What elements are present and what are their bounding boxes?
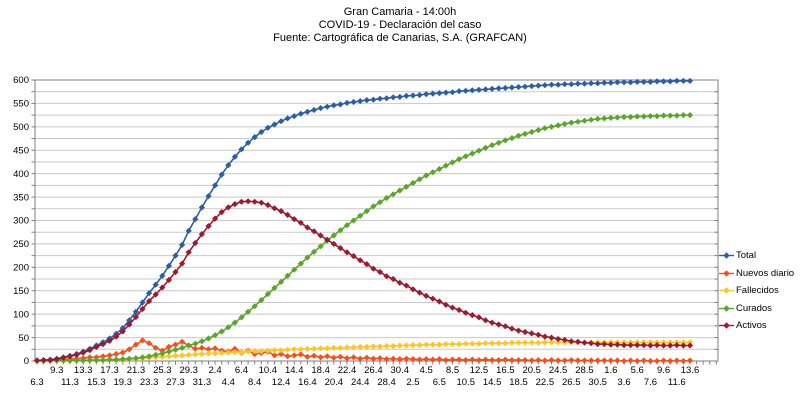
x-tick-label-bottom: 20.4 bbox=[325, 377, 344, 388]
legend-marker-icon bbox=[719, 305, 734, 312]
x-tick-label-bottom: 28.4 bbox=[377, 377, 396, 388]
x-tick-label-bottom: 12.4 bbox=[272, 377, 291, 388]
x-tick-label-bottom: 30.5 bbox=[588, 377, 607, 388]
x-tick-label-top: 8.5 bbox=[446, 365, 459, 376]
x-tick-label-bottom: 2.5 bbox=[406, 377, 419, 388]
legend-marker-icon bbox=[719, 252, 734, 259]
legend-label: Activos bbox=[736, 320, 767, 332]
legend-label: Total bbox=[736, 250, 757, 262]
x-tick-label-bottom: 4.4 bbox=[222, 377, 235, 388]
x-tick-label-top: 2.4 bbox=[208, 365, 221, 376]
x-tick-label-top: 18.4 bbox=[311, 365, 330, 376]
x-tick-label-bottom: 22.5 bbox=[536, 377, 555, 388]
legend-item-total: Total bbox=[719, 247, 794, 265]
x-tick-label-top: 28.5 bbox=[575, 365, 594, 376]
x-tick-label-bottom: 27.3 bbox=[166, 377, 185, 388]
y-tick-label: 200 bbox=[13, 263, 29, 274]
y-tick-label: 600 bbox=[13, 75, 29, 86]
series-activos-line bbox=[36, 200, 690, 362]
x-tick-label-top: 25.3 bbox=[153, 365, 172, 376]
x-tick-label-bottom: 24.4 bbox=[351, 377, 370, 388]
x-tick-label-top: 1.6 bbox=[604, 365, 617, 376]
legend: Total Nuevos diario Fallecidos Curados Activ… bbox=[719, 247, 794, 335]
x-tick-label-top: 14.4 bbox=[285, 365, 304, 376]
chart-title-block: Gran Camaria - 14:00h COVID-19 - Declara… bbox=[0, 6, 800, 45]
x-tick-label-bottom: 11.3 bbox=[61, 377, 79, 388]
x-tick-label-top: 9.6 bbox=[657, 365, 670, 376]
x-tick-label-top: 21.3 bbox=[127, 365, 146, 376]
chart-title: Gran Camaria - 14:00h bbox=[343, 6, 457, 18]
legend-item-nuevos-diario: Nuevos diario bbox=[719, 265, 794, 283]
x-tick-label-top: 17.3 bbox=[100, 365, 119, 376]
x-tick-label-bottom: 7.6 bbox=[644, 377, 657, 388]
x-tick-label-bottom: 6.3 bbox=[30, 377, 43, 388]
x-tick-label-top: 9.3 bbox=[50, 365, 63, 376]
y-tick-label: 0 bbox=[24, 356, 29, 367]
x-tick-label-bottom: 23.3 bbox=[140, 377, 159, 388]
x-tick-label-top: 29.3 bbox=[179, 365, 198, 376]
x-tick-label-top: 26.4 bbox=[364, 365, 383, 376]
x-tick-label-bottom: 14.5 bbox=[483, 377, 502, 388]
x-tick-label-top: 10.4 bbox=[259, 365, 278, 376]
y-tick-label: 150 bbox=[13, 286, 29, 297]
x-tick-label-bottom: 19.3 bbox=[113, 377, 132, 388]
legend-label: Nuevos diario bbox=[736, 267, 795, 279]
legend-marker-icon bbox=[719, 322, 734, 329]
x-tick-label-top: 24.5 bbox=[549, 365, 568, 376]
x-tick-label-top: 20.5 bbox=[522, 365, 541, 376]
y-tick-label: 350 bbox=[13, 192, 29, 203]
x-tick-label-bottom: 26.5 bbox=[562, 377, 581, 388]
chart-source: Fuente: Cartográfica de Canarias, S.A. (… bbox=[273, 32, 527, 44]
legend-label: Fallecidos bbox=[736, 285, 779, 297]
y-tick-label: 400 bbox=[13, 169, 29, 180]
x-tick-label-top: 30.4 bbox=[391, 365, 410, 376]
y-tick-label: 50 bbox=[18, 333, 29, 344]
y-tick-label: 450 bbox=[13, 145, 29, 156]
y-tick-label: 550 bbox=[13, 99, 29, 110]
legend-item-activos: Activos bbox=[719, 317, 794, 335]
series-activos-markers bbox=[33, 198, 694, 364]
series-total-line bbox=[36, 80, 690, 362]
x-tick-label-bottom: 3.6 bbox=[617, 377, 630, 388]
x-tick-label-bottom: 11.6 bbox=[668, 377, 686, 388]
legend-label: Curados bbox=[736, 302, 772, 314]
x-tick-label-top: 5.6 bbox=[631, 365, 644, 376]
x-tick-label-top: 22.4 bbox=[338, 365, 357, 376]
x-tick-label-bottom: 6.5 bbox=[433, 377, 446, 388]
x-tick-label-bottom: 16.4 bbox=[298, 377, 317, 388]
series-nuevos-diario-line bbox=[37, 339, 691, 362]
x-tick-label-bottom: 18.5 bbox=[509, 377, 528, 388]
x-tick-label-top: 13.6 bbox=[681, 365, 700, 376]
x-tick-label-top: 12.5 bbox=[470, 365, 489, 376]
series-curados-line bbox=[37, 114, 690, 362]
legend-marker-icon bbox=[719, 270, 734, 277]
y-tick-label: 100 bbox=[13, 309, 29, 320]
x-tick-label-top: 6.4 bbox=[235, 365, 248, 376]
x-tick-label-bottom: 31.3 bbox=[193, 377, 212, 388]
legend-marker-icon bbox=[719, 287, 734, 294]
x-tick-label-top: 16.5 bbox=[496, 365, 515, 376]
legend-item-curados: Curados bbox=[719, 300, 794, 318]
chart-subtitle: COVID-19 - Declaración del caso bbox=[318, 19, 482, 31]
legend-item-fallecidos: Fallecidos bbox=[719, 282, 794, 300]
y-tick-label: 500 bbox=[13, 122, 29, 133]
y-tick-label: 250 bbox=[13, 239, 29, 250]
x-tick-label-bottom: 10.5 bbox=[456, 377, 475, 388]
x-tick-label-bottom: 15.3 bbox=[87, 377, 106, 388]
x-tick-label-bottom: 8.4 bbox=[248, 377, 261, 388]
y-tick-label: 300 bbox=[13, 216, 29, 227]
x-tick-label-top: 4.5 bbox=[420, 365, 433, 376]
x-tick-label-top: 13.3 bbox=[74, 365, 93, 376]
